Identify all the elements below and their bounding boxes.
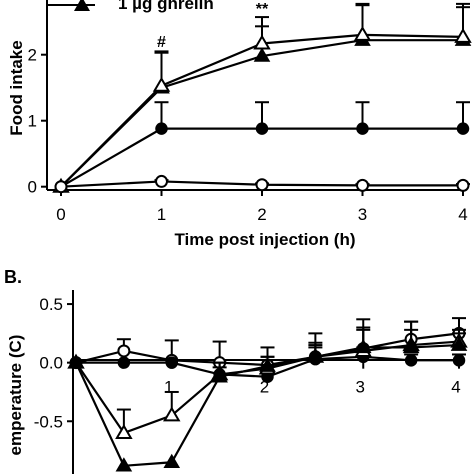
data-point bbox=[450, 336, 468, 351]
y-tick-label: 0 bbox=[28, 178, 37, 197]
data-point bbox=[259, 357, 276, 372]
series-open-triangle bbox=[52, 4, 472, 193]
data-point bbox=[356, 178, 369, 192]
data-point bbox=[452, 354, 466, 367]
legend-label: 1 µg ghrelin bbox=[118, 0, 214, 13]
x-tick-label: 1 bbox=[164, 378, 173, 397]
panel-b-y-axis-title: emperature (C) bbox=[6, 335, 25, 456]
data-point bbox=[356, 122, 369, 135]
data-point bbox=[353, 25, 372, 41]
panel-b-label: B. bbox=[4, 267, 22, 287]
data-point bbox=[211, 368, 228, 383]
data-point bbox=[402, 338, 420, 354]
y-tick-label: 2 bbox=[28, 46, 37, 65]
data-point bbox=[115, 457, 133, 472]
data-point bbox=[307, 348, 324, 363]
series-filled-triangle bbox=[67, 328, 468, 472]
x-tick-label: 0 bbox=[56, 205, 65, 224]
panel-a-y-axis-title: Food intake bbox=[7, 40, 26, 135]
data-point bbox=[354, 338, 372, 354]
data-point bbox=[155, 122, 168, 135]
data-point bbox=[54, 180, 68, 194]
panel-a: Time post injection (h) Food intake 1 µg… bbox=[7, 0, 465, 249]
panel-b-marks: 0.5 0.0 -0.5 1 2 3 4 bbox=[34, 295, 468, 472]
x-tick-label: 4 bbox=[458, 205, 467, 224]
data-point bbox=[117, 344, 131, 358]
data-point bbox=[456, 122, 470, 135]
data-point bbox=[165, 356, 178, 369]
panel-a-marks: 0 1 2 0 1 2 3 4 # ** bbox=[28, 1, 472, 224]
data-point bbox=[253, 34, 271, 50]
significance-annotation: # bbox=[157, 34, 166, 51]
data-point bbox=[456, 178, 470, 192]
x-tick-label: 3 bbox=[358, 205, 367, 224]
y-tick-label: -0.5 bbox=[34, 412, 63, 431]
panel-a-legend: 1 µg ghrelin bbox=[48, 0, 214, 13]
y-tick-label: 1 bbox=[28, 112, 37, 131]
series-line bbox=[60, 127, 463, 188]
chart-marks: 0 1 2 0 1 2 3 4 # ** 0.5 0.0 -0.5 1 2 3 4 bbox=[28, 1, 472, 472]
data-point bbox=[253, 47, 271, 62]
panel-a-x-axis-title: Time post injection (h) bbox=[174, 230, 355, 249]
y-tick-label: 0.0 bbox=[39, 354, 63, 373]
series-open-circle bbox=[54, 174, 470, 194]
data-point bbox=[117, 356, 131, 369]
y-tick-label: 0.5 bbox=[39, 295, 63, 314]
x-tick-label: 2 bbox=[257, 205, 266, 224]
data-point bbox=[255, 178, 269, 192]
data-point bbox=[163, 453, 181, 469]
data-point bbox=[115, 423, 133, 439]
data-point bbox=[152, 76, 171, 92]
data-point bbox=[163, 406, 181, 422]
x-tick-label: 3 bbox=[356, 378, 365, 397]
data-point bbox=[155, 174, 168, 188]
panel-b: B. emperature (C) bbox=[4, 267, 465, 474]
x-tick-label: 1 bbox=[157, 205, 166, 224]
significance-annotation: ** bbox=[256, 1, 269, 18]
data-point bbox=[454, 27, 472, 43]
data-point bbox=[404, 354, 418, 367]
x-tick-label: 4 bbox=[451, 378, 460, 397]
data-point bbox=[67, 354, 85, 369]
x-tick-label: 2 bbox=[260, 378, 269, 397]
legend-filled-triangle-marker bbox=[74, 0, 90, 11]
data-point bbox=[255, 122, 269, 135]
